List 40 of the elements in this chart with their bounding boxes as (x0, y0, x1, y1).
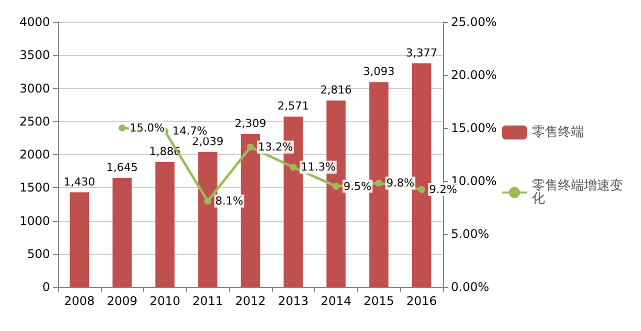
x-tick-label: 2015 (364, 294, 394, 308)
legend-label: 零售终端增速变化 (532, 178, 623, 206)
y2-tick-label: 0.00% (451, 280, 490, 294)
y-tick-label: 0 (42, 280, 50, 294)
y2-tick-label: 5.00% (451, 227, 490, 241)
data-label: 1,645 (106, 161, 138, 174)
y-tick-label: 2000 (19, 148, 50, 162)
x-tick-label: 2011 (192, 294, 223, 308)
y-tick-label: 1500 (19, 180, 50, 195)
y-tick-label: 3500 (19, 48, 50, 62)
y-tick-label: 500 (27, 246, 50, 261)
x-tick-label: 2008 (64, 294, 95, 308)
data-label: 1,430 (64, 175, 96, 188)
y-tick-label: 1000 (19, 214, 50, 228)
data-label: 14.7% (172, 124, 208, 138)
data-label: 9.2% (429, 182, 458, 196)
data-label: 3,377 (406, 46, 438, 60)
data-label: 2,571 (278, 100, 310, 113)
data-label: 13.2% (258, 140, 293, 154)
y-tick-label: 2500 (19, 114, 50, 128)
x-tick-label: 2016 (406, 294, 437, 308)
y-tick-label: 3000 (19, 81, 50, 96)
x-tick-label: 2014 (320, 294, 352, 308)
data-label: 15.0% (130, 122, 165, 134)
data-label: 8.1% (215, 194, 244, 208)
data-label: 3,093 (363, 65, 395, 78)
x-tick-label: 2010 (150, 294, 180, 308)
data-label: 9.5% (344, 180, 372, 193)
y-tick-label: 4000 (19, 15, 50, 29)
data-label: 2,309 (234, 117, 266, 130)
y2-tick-label: 25.00% (451, 15, 497, 29)
y2-tick-label: 20.00% (451, 68, 497, 82)
x-tick-label: 2013 (278, 294, 309, 308)
y2-tick-label: 15.00% (451, 121, 497, 135)
x-tick-label: 2012 (235, 294, 266, 308)
data-label: 11.3% (300, 160, 336, 174)
data-label: 2,816 (320, 83, 352, 96)
legend-label: 零售终端 (532, 125, 584, 140)
x-tick-label: 2009 (106, 294, 138, 308)
data-label: 9.8% (386, 176, 414, 190)
